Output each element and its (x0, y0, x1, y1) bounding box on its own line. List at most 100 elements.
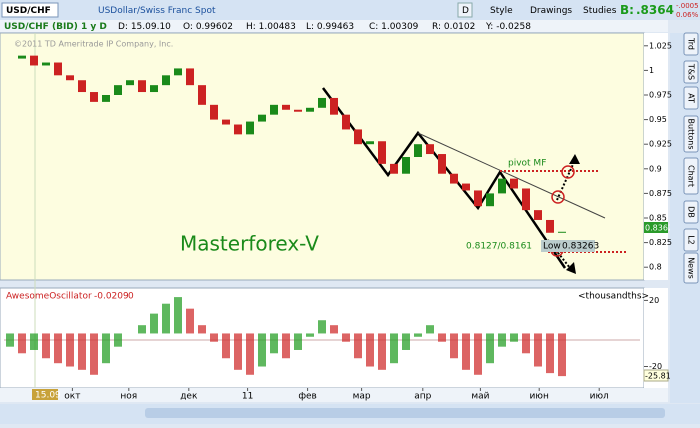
side-tab-label[interactable]: News (687, 257, 696, 279)
candle (210, 104, 218, 120)
cursor-date: 15.09 (35, 391, 61, 401)
osc-bar (66, 333, 74, 367)
side-tab[interactable] (683, 200, 699, 224)
info-low: L: 0.99463 (306, 22, 354, 32)
candle (318, 97, 326, 108)
osc-bar (42, 333, 50, 359)
osc-bar (462, 333, 470, 370)
candle (54, 62, 62, 76)
side-tab-label[interactable]: AT (687, 93, 696, 103)
osc-bar (438, 333, 446, 342)
osc-bar (186, 308, 194, 334)
candle (486, 193, 494, 207)
description: USDollar/Swiss Franc Spot (98, 6, 216, 16)
y-tick-label: 0.975 (649, 90, 672, 99)
x-tick-label: 11 (242, 392, 253, 402)
x-tick-label: ноя (120, 392, 137, 402)
side-tab-label[interactable]: Buttons (687, 119, 696, 150)
side-tab[interactable] (683, 252, 699, 284)
watermark: Masterforex-V (180, 232, 319, 256)
osc-name: AwesomeOscillator (6, 292, 92, 302)
side-tab[interactable] (683, 228, 699, 252)
candle (102, 94, 110, 102)
info-title: USD/CHF (BID) 1 y D (4, 22, 107, 32)
osc-bar (390, 333, 398, 364)
low-box (541, 240, 595, 252)
candle (342, 114, 350, 130)
candle (282, 104, 290, 110)
candle (234, 124, 242, 135)
candle (414, 144, 422, 157)
levels-label: 0.8127/0.8161 (466, 242, 532, 252)
osc-bar (498, 333, 506, 347)
side-tab[interactable] (683, 60, 699, 84)
candle (474, 190, 482, 207)
x-tick-label: мар (353, 392, 371, 402)
osc-bar (306, 333, 314, 337)
y-tick-label: 0.875 (649, 189, 672, 198)
y-tick-label: 0.85 (649, 214, 667, 223)
osc-bar (450, 333, 458, 359)
candle (114, 85, 122, 95)
candle (558, 231, 566, 233)
osc-bar (78, 333, 86, 370)
osc-bar (18, 333, 26, 354)
candle (222, 119, 230, 125)
candle (426, 144, 434, 155)
side-tab[interactable] (683, 157, 699, 195)
studies-button[interactable]: Studies (583, 6, 617, 16)
info-open: O: 0.99602 (183, 22, 233, 32)
candle (366, 141, 374, 145)
candle (270, 104, 278, 115)
period: D (462, 6, 469, 16)
style-button[interactable]: Style (490, 6, 513, 16)
candle (438, 154, 446, 174)
osc-bar (294, 333, 302, 350)
low-value: 0.83263 (562, 242, 599, 252)
osc-bar (486, 333, 494, 364)
symbol-box[interactable] (1, 2, 59, 18)
candle (150, 85, 158, 93)
candle (18, 55, 26, 59)
osc-tag: -25.81 (645, 372, 671, 381)
side-tab[interactable] (683, 115, 699, 153)
low-label: Low (543, 242, 561, 252)
osc-tag-box (643, 369, 669, 382)
osc-bar (258, 333, 266, 367)
osc-bar (30, 333, 38, 350)
candle (498, 178, 506, 194)
candle (198, 85, 206, 105)
osc-bar (534, 333, 542, 367)
candle (402, 156, 410, 174)
osc-bar (150, 313, 158, 334)
osc-units: <thousandths> (578, 292, 649, 302)
side-tab-label[interactable]: T&S (687, 63, 696, 80)
candle (42, 62, 50, 66)
info-bar (0, 20, 668, 32)
candle (534, 210, 542, 220)
period-button[interactable] (457, 2, 473, 18)
drawings-button[interactable]: Drawings (530, 6, 572, 16)
osc-bar (318, 320, 326, 334)
side-tab-label[interactable]: Chart (687, 165, 696, 187)
osc-extra: 0 (128, 292, 134, 302)
osc-bar (414, 333, 422, 337)
info-range: R: 0.0102 (432, 22, 475, 32)
candle (162, 75, 170, 86)
info-high: H: 1.00483 (246, 22, 296, 32)
candle (330, 97, 338, 115)
side-tab-label[interactable]: L2 (687, 235, 696, 245)
scrollbar[interactable] (145, 408, 665, 418)
candle (90, 92, 98, 102)
osc-bar (234, 333, 242, 370)
side-tab[interactable] (683, 86, 699, 110)
side-tab-label[interactable]: Trd (687, 37, 696, 50)
candle (78, 80, 86, 93)
side-tab-label[interactable]: DB (687, 206, 696, 218)
y-tick-label: 0.825 (649, 238, 672, 247)
osc-bar (102, 333, 110, 364)
candle (294, 109, 302, 112)
y-tick-label: 1.025 (649, 41, 672, 50)
side-tab[interactable] (683, 32, 699, 56)
